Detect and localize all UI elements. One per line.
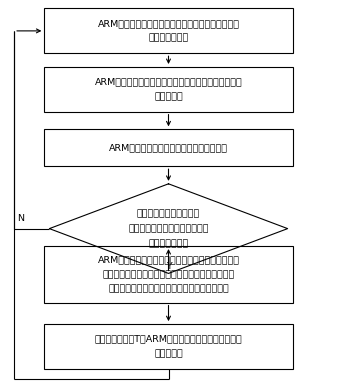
Text: Y: Y: [165, 262, 172, 271]
Bar: [44, 129, 293, 166]
Text: 电压值最大的镍氢电池电: 电压值最大的镍氢电池电: [137, 209, 200, 218]
Text: 的镍氢电池: 的镍氢电池: [154, 92, 183, 101]
Bar: [44, 9, 293, 53]
Text: ARM控制器求出所有镍氢电池电压的平均值: ARM控制器求出所有镍氢电池电压的平均值: [109, 143, 228, 152]
Text: ARM控制器与镍氢电池电压检测模块通信，获得每个: ARM控制器与镍氢电池电压检测模块通信，获得每个: [97, 19, 240, 28]
Bar: [44, 324, 293, 369]
Bar: [44, 67, 293, 112]
Text: N: N: [18, 214, 25, 223]
Text: 放电电阻的并联，对所述镍氢电池单体进行放电: 放电电阻的并联，对所述镍氢电池单体进行放电: [108, 285, 229, 294]
Text: 器和第二接触器使电压值最大的镍氢电池单体与所述: 器和第二接触器使电压值最大的镍氢电池单体与所述: [102, 270, 235, 279]
Text: 接触器开关: 接触器开关: [154, 350, 183, 359]
Bar: [44, 246, 293, 303]
Text: ARM控制器根据获得的镍氢电池电压，找出电压值最大: ARM控制器根据获得的镍氢电池电压，找出电压值最大: [95, 77, 242, 86]
Text: ARM通过控制电压最大镍氢电池单体对应的第一接触: ARM通过控制电压最大镍氢电池单体对应的第一接触: [97, 255, 240, 264]
Text: 镍氢电池的电压: 镍氢电池的电压: [148, 34, 189, 43]
Text: 压与所有镍氢电池平均电压偏差: 压与所有镍氢电池平均电压偏差: [128, 224, 209, 233]
Text: 大于一设定阈值: 大于一设定阈值: [148, 239, 189, 248]
Text: 等待设定的时间T，ARM控制器通过控制端子断开所有: 等待设定的时间T，ARM控制器通过控制端子断开所有: [95, 335, 242, 344]
